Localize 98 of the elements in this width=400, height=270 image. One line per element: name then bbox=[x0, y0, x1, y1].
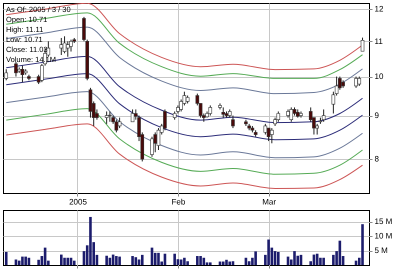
bar bbox=[206, 262, 208, 265]
bar bbox=[232, 261, 234, 265]
candlestick bbox=[4, 68, 8, 81]
candlestick bbox=[276, 110, 280, 122]
line-series bbox=[6, 12, 364, 79]
bar bbox=[186, 261, 189, 265]
y-tick-label: 11 bbox=[374, 36, 384, 46]
bar bbox=[14, 260, 18, 265]
bar bbox=[134, 257, 138, 265]
bar bbox=[316, 254, 318, 265]
bar bbox=[164, 254, 166, 265]
x-tick-label: 2005 bbox=[69, 198, 88, 206]
candlestick bbox=[163, 108, 167, 131]
candlestick bbox=[156, 128, 160, 150]
candlestick bbox=[130, 108, 134, 122]
bar bbox=[112, 254, 114, 265]
bar bbox=[180, 260, 182, 265]
bar bbox=[332, 254, 335, 265]
candlestick bbox=[360, 37, 364, 52]
bar bbox=[70, 258, 72, 265]
bar bbox=[4, 252, 8, 265]
candlestick bbox=[231, 115, 235, 129]
bar bbox=[300, 254, 302, 265]
bar bbox=[199, 256, 202, 265]
bar bbox=[63, 258, 66, 265]
bar bbox=[131, 256, 134, 265]
candlestick bbox=[354, 76, 358, 88]
bar bbox=[66, 258, 70, 265]
y-tick-label: 10 bbox=[374, 72, 384, 82]
candlestick bbox=[62, 36, 66, 54]
bar bbox=[183, 258, 186, 265]
candlestick bbox=[264, 123, 268, 136]
bar bbox=[338, 240, 342, 265]
bar bbox=[202, 258, 206, 265]
bar bbox=[274, 251, 276, 265]
bar bbox=[225, 260, 228, 265]
bar bbox=[173, 254, 176, 265]
candlestick bbox=[20, 65, 24, 83]
y-tick-label: 9 bbox=[374, 111, 380, 120]
candlestick bbox=[40, 63, 44, 83]
bar bbox=[322, 258, 325, 265]
bar bbox=[24, 256, 27, 265]
bar bbox=[312, 254, 316, 265]
bar bbox=[293, 251, 296, 265]
candlestick bbox=[108, 110, 112, 122]
bar bbox=[286, 256, 290, 265]
y-tick-label: 10 M bbox=[374, 232, 393, 241]
candlestick bbox=[114, 119, 118, 133]
candlestick bbox=[118, 117, 122, 129]
y-tick-label: 8 bbox=[374, 154, 380, 164]
line-series bbox=[6, 3, 364, 70]
bar bbox=[319, 258, 322, 265]
candlestick bbox=[289, 106, 294, 122]
bar bbox=[244, 258, 248, 265]
bar bbox=[150, 248, 154, 265]
bar bbox=[277, 252, 280, 265]
candlestick bbox=[104, 110, 108, 124]
bar bbox=[37, 260, 40, 265]
bar bbox=[254, 251, 257, 265]
bar bbox=[222, 262, 225, 265]
bar bbox=[60, 254, 63, 265]
candlestick bbox=[150, 136, 154, 158]
bar bbox=[157, 252, 160, 265]
bar bbox=[361, 224, 364, 265]
x-tick-label: Mar bbox=[262, 198, 276, 206]
bar bbox=[44, 248, 46, 265]
y-tick-label: 12 bbox=[374, 4, 384, 14]
bar bbox=[28, 258, 30, 265]
line-series bbox=[6, 26, 364, 94]
bar bbox=[89, 216, 92, 265]
bar bbox=[105, 256, 108, 265]
line-series bbox=[6, 73, 364, 140]
candlestick bbox=[357, 76, 362, 86]
bar bbox=[140, 254, 144, 265]
line-series bbox=[6, 108, 364, 175]
candlestick bbox=[208, 104, 212, 116]
candlestick bbox=[322, 108, 326, 122]
bar bbox=[208, 262, 212, 265]
line-series bbox=[6, 91, 364, 158]
bar bbox=[108, 258, 112, 265]
candlestick bbox=[14, 62, 18, 78]
bar bbox=[267, 240, 270, 265]
bar bbox=[218, 262, 222, 265]
line-series bbox=[6, 123, 364, 189]
candlestick bbox=[270, 128, 274, 144]
bar bbox=[118, 256, 121, 265]
bar bbox=[354, 260, 358, 265]
y-tick-label: 15 M bbox=[374, 217, 393, 226]
bar bbox=[248, 261, 250, 265]
bar bbox=[72, 260, 76, 265]
bar bbox=[18, 260, 20, 265]
y-tick-label: 5 M bbox=[374, 246, 388, 256]
bar bbox=[115, 256, 118, 265]
candlestick bbox=[66, 40, 70, 58]
bar bbox=[21, 256, 24, 265]
x-tick-label: Feb bbox=[172, 198, 186, 206]
bar bbox=[196, 256, 199, 265]
bar bbox=[228, 262, 232, 265]
